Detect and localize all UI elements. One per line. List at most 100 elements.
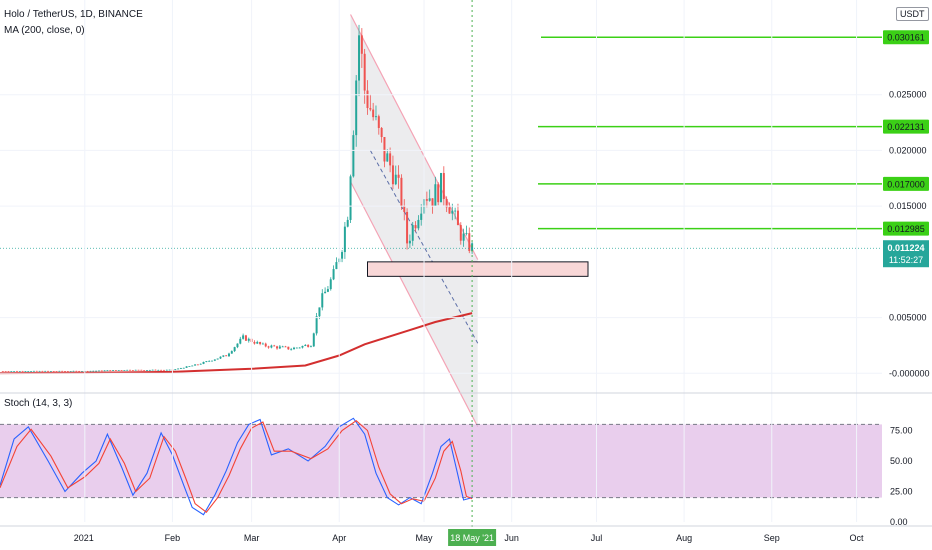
candle-body[interactable]: [287, 346, 290, 350]
candle-body[interactable]: [78, 370, 81, 372]
candle-body[interactable]: [437, 184, 440, 203]
candle-body[interactable]: [69, 371, 72, 372]
candle-body[interactable]: [109, 370, 112, 372]
candle-body[interactable]: [363, 53, 366, 91]
stoch-legend[interactable]: Stoch (14, 3, 3): [4, 398, 73, 409]
candle-body[interactable]: [261, 343, 264, 345]
candle-body[interactable]: [75, 370, 78, 372]
candle-body[interactable]: [106, 370, 109, 372]
stochastic-pane[interactable]: [0, 417, 882, 516]
candle-body[interactable]: [35, 370, 38, 372]
candle-body[interactable]: [315, 316, 318, 334]
candle-body[interactable]: [143, 370, 146, 371]
candle-body[interactable]: [321, 293, 324, 308]
candle-body[interactable]: [408, 240, 411, 244]
candle-body[interactable]: [38, 370, 41, 372]
candle-body[interactable]: [208, 360, 211, 362]
candle-body[interactable]: [267, 346, 270, 348]
candle-body[interactable]: [95, 370, 98, 372]
candle-body[interactable]: [448, 207, 451, 214]
candle-body[interactable]: [52, 371, 55, 372]
candle-body[interactable]: [103, 370, 106, 372]
candle-body[interactable]: [451, 210, 454, 214]
candle-body[interactable]: [425, 199, 428, 201]
candle-body[interactable]: [55, 371, 58, 372]
candle-body[interactable]: [27, 371, 30, 372]
candle-body[interactable]: [273, 345, 276, 347]
candle-body[interactable]: [304, 344, 307, 346]
candle-body[interactable]: [332, 269, 335, 280]
candle-body[interactable]: [32, 370, 35, 372]
candle-body[interactable]: [358, 35, 361, 81]
candle-body[interactable]: [374, 116, 377, 118]
candle-body[interactable]: [230, 351, 233, 354]
candle-body[interactable]: [411, 225, 414, 241]
channel-mid-line[interactable]: [369, 150, 479, 344]
candle-body[interactable]: [4, 371, 7, 372]
candle-body[interactable]: [216, 358, 219, 360]
candle-body[interactable]: [456, 210, 459, 226]
candle-body[interactable]: [225, 355, 228, 357]
candle-body[interactable]: [196, 364, 199, 366]
candle-body[interactable]: [30, 371, 33, 372]
candle-body[interactable]: [114, 370, 117, 371]
candle-body[interactable]: [15, 371, 18, 372]
candle-body[interactable]: [219, 356, 222, 359]
candle-body[interactable]: [202, 361, 205, 364]
candle-body[interactable]: [165, 369, 168, 371]
candle-body[interactable]: [182, 367, 185, 369]
candle-body[interactable]: [278, 346, 281, 349]
candle-body[interactable]: [242, 335, 245, 339]
ma-200-line[interactable]: [0, 312, 473, 375]
candle-body[interactable]: [112, 370, 115, 371]
candle-body[interactable]: [157, 369, 160, 371]
candle-body[interactable]: [49, 371, 52, 372]
candle-body[interactable]: [281, 346, 284, 348]
candle-body[interactable]: [397, 174, 400, 178]
candle-body[interactable]: [462, 233, 465, 241]
channel-upper-line[interactable]: [350, 14, 479, 260]
candle-body[interactable]: [10, 371, 13, 372]
candle-body[interactable]: [41, 370, 44, 372]
candle-body[interactable]: [326, 289, 329, 292]
candle-body[interactable]: [97, 370, 100, 372]
candle-body[interactable]: [360, 35, 363, 54]
candle-body[interactable]: [309, 346, 312, 348]
candle-body[interactable]: [131, 370, 134, 371]
candle-body[interactable]: [120, 370, 123, 371]
candle-body[interactable]: [335, 262, 338, 270]
candle-body[interactable]: [213, 359, 216, 361]
candle-body[interactable]: [236, 343, 239, 348]
candle-body[interactable]: [276, 346, 279, 349]
candle-body[interactable]: [420, 213, 423, 220]
candle-body[interactable]: [239, 338, 242, 344]
candle-body[interactable]: [247, 338, 250, 341]
candle-body[interactable]: [468, 233, 471, 251]
candle-body[interactable]: [341, 252, 344, 259]
candle-body[interactable]: [465, 233, 468, 234]
candle-body[interactable]: [185, 366, 188, 368]
candle-body[interactable]: [13, 371, 16, 372]
candle-body[interactable]: [72, 370, 75, 372]
candle-body[interactable]: [205, 361, 208, 362]
candle-body[interactable]: [66, 371, 69, 372]
candle-body[interactable]: [386, 153, 389, 162]
candle-body[interactable]: [442, 173, 445, 199]
candle-body[interactable]: [64, 371, 67, 372]
candle-body[interactable]: [80, 371, 83, 372]
candle-body[interactable]: [191, 365, 194, 367]
candle-body[interactable]: [394, 174, 397, 185]
candle-body[interactable]: [253, 341, 256, 344]
candle-body[interactable]: [100, 370, 103, 372]
candle-body[interactable]: [406, 211, 409, 244]
candle-body[interactable]: [18, 371, 21, 372]
candle-body[interactable]: [179, 368, 182, 369]
candle-body[interactable]: [194, 364, 197, 366]
candle-body[interactable]: [21, 371, 24, 372]
candle-body[interactable]: [290, 349, 293, 351]
candle-body[interactable]: [137, 369, 140, 371]
candle-body[interactable]: [211, 360, 214, 362]
candle-body[interactable]: [61, 370, 64, 372]
candle-body[interactable]: [222, 355, 225, 357]
